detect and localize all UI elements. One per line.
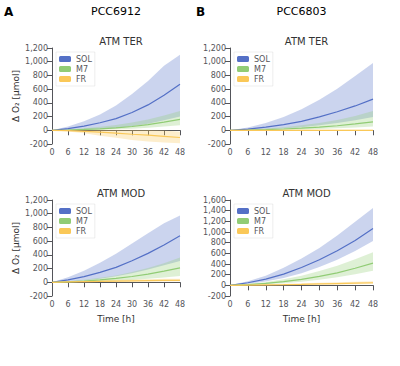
- svg-text:200: 200: [33, 112, 48, 121]
- svg-text:36: 36: [332, 148, 342, 157]
- svg-text:12: 12: [261, 148, 271, 157]
- svg-text:6: 6: [245, 300, 250, 309]
- svg-text:M7: M7: [76, 65, 88, 74]
- svg-text:36: 36: [143, 148, 153, 157]
- svg-text:30: 30: [127, 148, 137, 157]
- svg-text:-200: -200: [30, 292, 48, 301]
- svg-text:30: 30: [314, 148, 324, 157]
- svg-text:1,000: 1,000: [203, 228, 226, 237]
- svg-text:12: 12: [261, 300, 271, 309]
- svg-text:0: 0: [227, 148, 232, 157]
- svg-text:24: 24: [296, 148, 306, 157]
- svg-text:PCC6803: PCC6803: [277, 5, 327, 18]
- svg-text:42: 42: [350, 148, 360, 157]
- svg-text:18: 18: [279, 300, 289, 309]
- svg-text:PCC6912: PCC6912: [91, 5, 141, 18]
- svg-text:1,000: 1,000: [203, 57, 226, 66]
- svg-text:400: 400: [33, 98, 48, 107]
- svg-text:0: 0: [221, 126, 226, 135]
- svg-text:600: 600: [33, 237, 48, 246]
- svg-text:ATM MOD: ATM MOD: [282, 188, 330, 199]
- svg-text:18: 18: [279, 148, 289, 157]
- svg-text:FR: FR: [76, 227, 87, 236]
- svg-text:SOL: SOL: [76, 55, 92, 64]
- svg-text:FR: FR: [254, 227, 265, 236]
- svg-text:Time [h]: Time [h]: [96, 314, 135, 324]
- svg-text:800: 800: [211, 238, 226, 247]
- svg-text:200: 200: [33, 264, 48, 273]
- svg-text:0: 0: [43, 126, 48, 135]
- svg-text:B: B: [196, 5, 205, 19]
- svg-text:48: 48: [175, 300, 185, 309]
- svg-text:SOL: SOL: [76, 207, 92, 216]
- svg-text:42: 42: [159, 148, 169, 157]
- svg-text:FR: FR: [76, 75, 87, 84]
- svg-text:800: 800: [211, 71, 226, 80]
- svg-text:FR: FR: [254, 75, 265, 84]
- svg-text:36: 36: [332, 300, 342, 309]
- svg-text:Time [h]: Time [h]: [282, 314, 321, 324]
- svg-text:36: 36: [143, 300, 153, 309]
- svg-text:1,200: 1,200: [25, 196, 48, 205]
- svg-text:Δ O₂ [μmol]: Δ O₂ [μmol]: [11, 70, 21, 122]
- svg-text:400: 400: [211, 260, 226, 269]
- svg-text:ATM MOD: ATM MOD: [97, 188, 145, 199]
- svg-text:42: 42: [159, 300, 169, 309]
- svg-text:600: 600: [211, 249, 226, 258]
- svg-text:400: 400: [211, 98, 226, 107]
- svg-text:48: 48: [368, 300, 378, 309]
- svg-text:-200: -200: [208, 140, 226, 149]
- svg-text:0: 0: [49, 148, 54, 157]
- svg-text:1,000: 1,000: [25, 57, 48, 66]
- svg-text:24: 24: [296, 300, 306, 309]
- svg-text:48: 48: [368, 148, 378, 157]
- svg-text:1,200: 1,200: [203, 217, 226, 226]
- svg-text:SOL: SOL: [254, 55, 270, 64]
- svg-text:A: A: [4, 5, 14, 19]
- svg-text:M7: M7: [254, 217, 266, 226]
- svg-text:42: 42: [350, 300, 360, 309]
- svg-text:Δ O₂ [μmol]: Δ O₂ [μmol]: [11, 222, 21, 274]
- svg-text:1,200: 1,200: [203, 44, 226, 53]
- svg-text:1,600: 1,600: [203, 196, 226, 205]
- svg-text:600: 600: [211, 85, 226, 94]
- svg-text:24: 24: [111, 300, 121, 309]
- svg-text:SOL: SOL: [254, 207, 270, 216]
- svg-text:12: 12: [79, 148, 89, 157]
- svg-text:6: 6: [65, 300, 70, 309]
- svg-text:600: 600: [33, 85, 48, 94]
- svg-text:ATM TER: ATM TER: [285, 36, 328, 47]
- svg-text:200: 200: [211, 270, 226, 279]
- svg-text:0: 0: [49, 300, 54, 309]
- svg-text:800: 800: [33, 223, 48, 232]
- svg-text:800: 800: [33, 71, 48, 80]
- svg-text:12: 12: [79, 300, 89, 309]
- svg-text:-200: -200: [30, 140, 48, 149]
- svg-text:200: 200: [211, 112, 226, 121]
- svg-text:1,400: 1,400: [203, 206, 226, 215]
- svg-text:30: 30: [314, 300, 324, 309]
- svg-text:1,200: 1,200: [25, 44, 48, 53]
- svg-text:M7: M7: [76, 217, 88, 226]
- svg-text:0: 0: [227, 300, 232, 309]
- svg-text:M7: M7: [254, 65, 266, 74]
- svg-text:400: 400: [33, 250, 48, 259]
- svg-text:18: 18: [95, 300, 105, 309]
- svg-text:0: 0: [221, 281, 226, 290]
- svg-text:24: 24: [111, 148, 121, 157]
- svg-text:48: 48: [175, 148, 185, 157]
- svg-text:18: 18: [95, 148, 105, 157]
- svg-text:0: 0: [43, 278, 48, 287]
- svg-text:-200: -200: [208, 292, 226, 301]
- svg-text:ATM TER: ATM TER: [99, 36, 142, 47]
- svg-text:30: 30: [127, 300, 137, 309]
- svg-text:6: 6: [245, 148, 250, 157]
- svg-text:1,000: 1,000: [25, 209, 48, 218]
- svg-text:6: 6: [65, 148, 70, 157]
